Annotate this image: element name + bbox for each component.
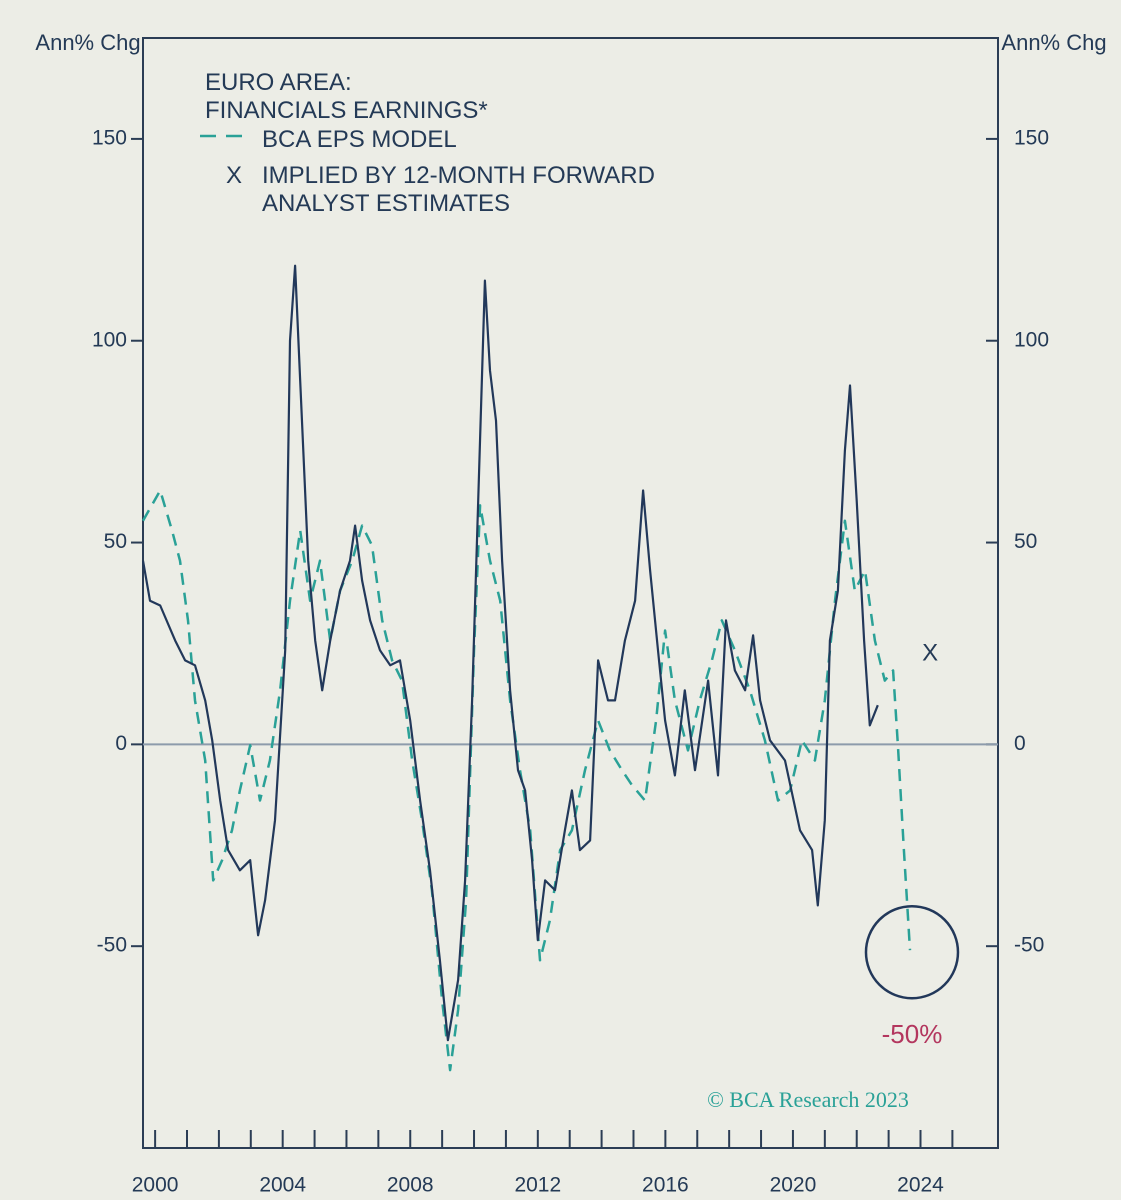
legend-title: EURO AREA: bbox=[205, 69, 352, 96]
y-tick-label: 0 bbox=[115, 732, 127, 755]
y2-tick-label: 100 bbox=[1014, 328, 1049, 351]
x-tick-label: 2012 bbox=[514, 1174, 561, 1197]
y2-tick-label: -50 bbox=[1014, 934, 1044, 957]
annotation: -50% bbox=[882, 1019, 943, 1049]
x-tick-label: 2016 bbox=[642, 1174, 689, 1197]
series-line bbox=[141, 489, 912, 1072]
legend-entry: IMPLIED BY 12-MONTH FORWARD ANALYST ESTI… bbox=[262, 162, 655, 217]
x-tick-label: 2020 bbox=[770, 1174, 817, 1197]
x-tick-label: 2004 bbox=[259, 1174, 306, 1197]
y-tick-label: 150 bbox=[92, 126, 127, 149]
source: © BCA Research 2023 bbox=[707, 1087, 909, 1112]
y-tick-label: 50 bbox=[104, 530, 127, 553]
y-axis-label: Ann% Chg bbox=[35, 30, 140, 55]
series-line bbox=[141, 264, 879, 1042]
highlight-circle bbox=[864, 904, 960, 1000]
y2-axis-label: Ann% Chg bbox=[1001, 30, 1106, 55]
y-tick-label: -50 bbox=[97, 934, 127, 957]
y2-tick-label: 50 bbox=[1014, 530, 1037, 553]
legend-entry: BCA EPS MODEL bbox=[262, 126, 457, 153]
legend-marker: X bbox=[226, 162, 243, 189]
x-tick-label: 2024 bbox=[897, 1174, 944, 1197]
x-tick-label: 2008 bbox=[387, 1174, 434, 1197]
legend-entry: FINANCIALS EARNINGS* bbox=[205, 97, 488, 124]
x-tick-label: 2000 bbox=[132, 1174, 179, 1197]
y2-tick-label: 150 bbox=[1014, 126, 1049, 149]
forward-estimate-marker: X bbox=[922, 640, 938, 667]
y-tick-label: 100 bbox=[92, 328, 127, 351]
y2-tick-label: 0 bbox=[1014, 732, 1026, 755]
